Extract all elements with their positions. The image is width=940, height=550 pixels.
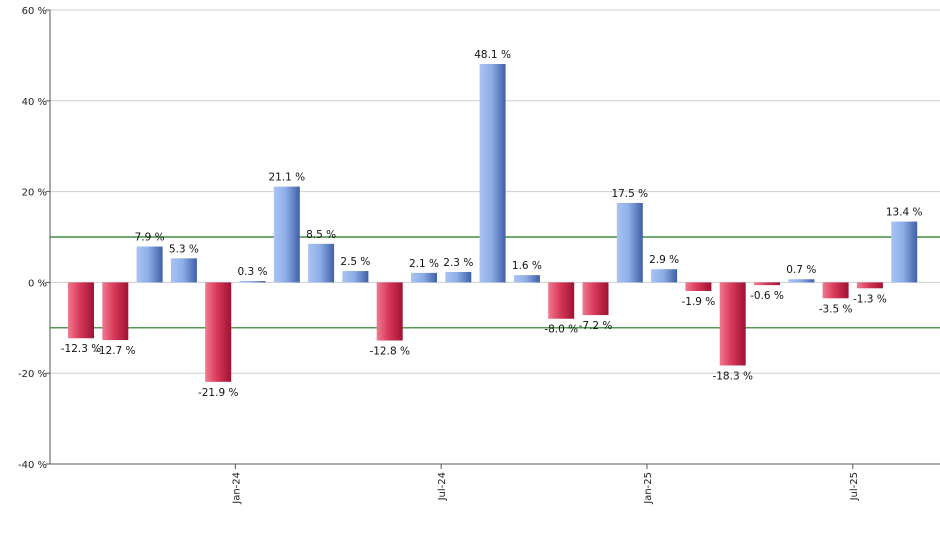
data-label: -21.9 % [198,387,239,399]
x-tick-label: Jul-24 [437,472,448,501]
bar [136,246,163,283]
data-label: 17.5 % [611,188,648,200]
data-label: -12.8 % [369,346,410,358]
data-label: -8.0 % [544,324,578,336]
bar [548,282,575,319]
bar [68,282,94,339]
bar [342,271,369,283]
data-label: 5.3 % [169,243,199,255]
data-label: 48.1 % [474,49,511,61]
bar [616,202,643,283]
bar [822,282,849,299]
data-label: -18.3 % [712,370,753,382]
y-tick-label: 60 % [22,6,47,17]
bar [239,281,266,283]
data-labels: -12.3 %-12.7 % 7.9 % 5.3 % -21.9 % 0.3 % 21.1… [61,49,923,399]
bar [273,186,300,283]
data-label: -0.6 % [750,290,784,302]
y-tick-label: -40 % [18,460,47,471]
data-label: -12.7 % [95,345,136,357]
bar [719,282,746,366]
x-tick-label: Jan-24 [231,472,242,505]
bar [788,279,815,283]
axes: 60 % 40 % 20 % 0 % -20 % -40 % Jan-24 Jul-24 Jan… [18,6,940,505]
y-tick-label: 40 % [22,97,47,108]
bar [445,271,472,283]
data-label: -3.5 % [819,303,853,315]
data-label: 21.1 % [268,172,305,184]
data-label: 0.7 % [786,264,816,276]
bar [685,282,712,292]
x-tick-label: Jul-25 [849,472,860,501]
bar [856,282,883,289]
bars [68,64,918,382]
data-label: -1.3 % [853,293,887,305]
data-label: 7.9 % [135,232,165,244]
bar [376,282,403,341]
bar [513,275,540,283]
data-label: 8.5 % [306,229,336,241]
data-label: 0.3 % [237,266,267,278]
y-tick-label: -20 % [18,369,47,380]
data-label: 2.3 % [443,257,473,269]
bar [308,243,335,283]
data-label: 1.6 % [512,260,542,272]
data-label: 13.4 % [886,207,923,219]
data-label: 2.5 % [340,256,370,268]
bar [651,269,678,283]
data-label: -12.3 % [61,343,102,355]
bar [891,221,918,283]
y-tick-label: 20 % [22,188,47,199]
data-label: -7.2 % [579,320,613,332]
bar [411,272,437,283]
data-label: 2.1 % [409,258,439,270]
x-tick-label: Jan-25 [643,472,654,505]
bar [205,282,232,382]
y-tick-label: 0 % [28,278,47,289]
data-label: 2.9 % [649,254,679,266]
bar [102,282,129,341]
bar [582,282,609,316]
bar [170,258,197,283]
bar [479,64,506,283]
data-label: -1.9 % [681,296,715,308]
bar [754,282,780,286]
